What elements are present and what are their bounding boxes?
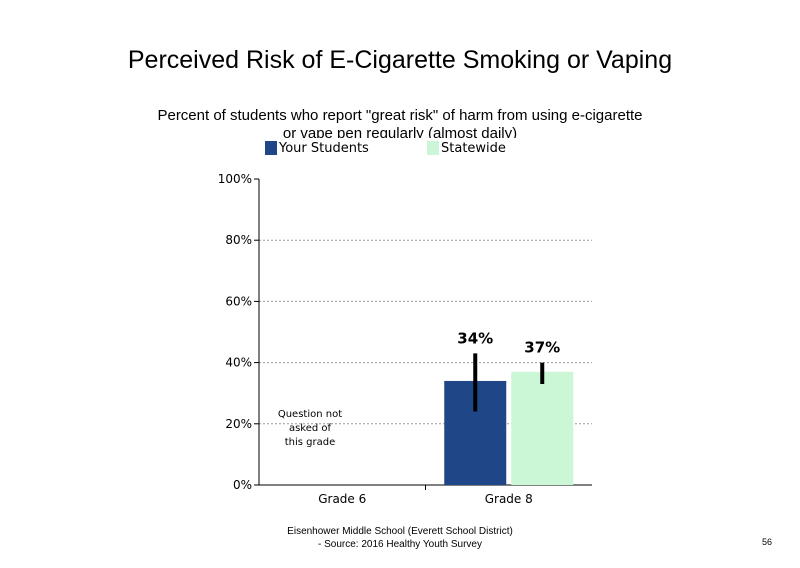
y-tick-label: 60% xyxy=(225,294,252,308)
legend-swatch-statewide xyxy=(427,141,439,155)
data-label: 34% xyxy=(457,329,493,347)
y-tick-label: 100% xyxy=(218,172,252,186)
y-tick-label: 20% xyxy=(225,417,252,431)
bar xyxy=(511,371,574,485)
annotation-line: Question not xyxy=(278,409,342,420)
page-number: 56 xyxy=(761,537,772,547)
legend-swatch-your-students xyxy=(265,141,277,155)
chart-subtitle-text: Percent of students who report "great ri… xyxy=(157,107,643,138)
footer-school: Eisenhower Middle School (Everett School… xyxy=(287,526,513,537)
chart-subtitle: Percent of students who report "great ri… xyxy=(150,107,650,138)
legend-label-your-students: Your Students xyxy=(279,141,369,156)
chart-title: Perceived Risk of E-Cigarette Smoking or… xyxy=(127,46,673,74)
annotation-line: asked of xyxy=(289,423,332,434)
footer: Eisenhower Middle School (Everett School… xyxy=(240,525,560,551)
legend-item-statewide: Statewide xyxy=(427,141,506,156)
annotation-line: this grade xyxy=(285,437,336,448)
x-tick-label: Grade 8 xyxy=(485,492,533,506)
y-tick-label: 0% xyxy=(233,478,252,492)
legend-item-your-students: Your Students xyxy=(265,141,369,156)
y-tick-label: 80% xyxy=(225,233,252,247)
y-tick-label: 40% xyxy=(225,356,252,370)
footer-source: - Source: 2016 Healthy Youth Survey xyxy=(318,539,482,550)
legend-label-statewide: Statewide xyxy=(441,141,506,156)
x-tick-label: Grade 6 xyxy=(318,492,366,506)
data-label: 37% xyxy=(524,339,560,357)
